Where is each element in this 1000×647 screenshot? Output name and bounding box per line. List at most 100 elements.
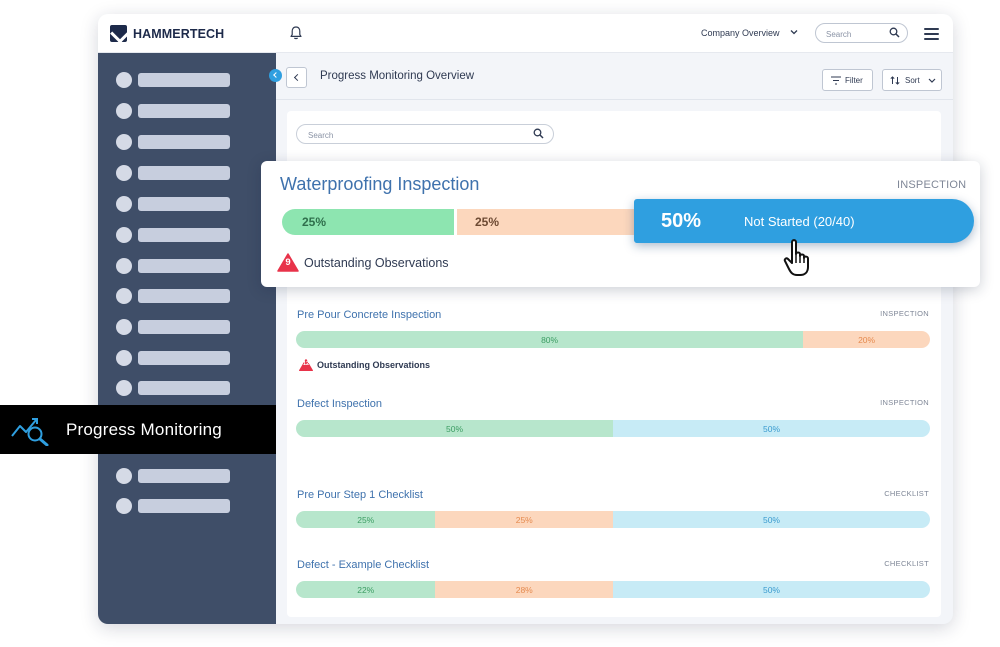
sidebar-item[interactable] <box>116 319 236 335</box>
progress-segment-complete[interactable]: 25% <box>282 209 454 235</box>
sidebar-item-label-placeholder <box>138 320 230 334</box>
sidebar-item[interactable] <box>116 380 236 396</box>
sidebar-item[interactable] <box>116 134 236 150</box>
filter-button[interactable]: Filter <box>822 69 873 91</box>
sidebar-item-icon <box>116 227 132 243</box>
progress-monitoring-icon <box>11 418 49 446</box>
menu-line <box>924 33 939 35</box>
sidebar-item-icon <box>116 72 132 88</box>
progress-monitoring-callout[interactable]: Progress Monitoring <box>0 405 276 454</box>
checklist-card[interactable]: Defect - Example Checklist CHECKLIST 22%… <box>287 549 941 609</box>
sidebar-item-label-placeholder <box>138 228 230 242</box>
progress-segment-complete[interactable]: 25% <box>296 511 436 528</box>
top-bar: HAMMERTECH Company Overview <box>98 14 953 53</box>
back-button[interactable] <box>286 67 307 88</box>
progress-segment-not-started-hover[interactable]: 50% Not Started (20/40) <box>634 199 974 243</box>
featured-inspection-card[interactable]: Waterproofing Inspection INSPECTION 25% … <box>261 161 980 287</box>
sidebar-item-label-placeholder <box>138 197 230 211</box>
top-search-box[interactable] <box>815 23 908 44</box>
filter-button-label: Filter <box>845 76 863 85</box>
progress-segment-in-progress[interactable]: 25% <box>435 511 613 528</box>
sidebar-item-label-placeholder <box>138 469 230 483</box>
sidebar-item-label-placeholder <box>138 381 230 395</box>
progress-monitoring-label: Progress Monitoring <box>66 420 222 439</box>
progress-segment-complete[interactable]: 80% <box>296 331 804 348</box>
progress-bar[interactable]: 22% 28% 50% <box>296 581 930 598</box>
featured-card-title[interactable]: Waterproofing Inspection <box>280 174 480 194</box>
hand-pointer-icon <box>783 239 809 276</box>
search-icon[interactable] <box>533 128 544 139</box>
progress-segment-in-progress[interactable]: 20% <box>803 331 930 348</box>
sidebar-item[interactable] <box>116 165 236 181</box>
sidebar-item-icon <box>116 196 132 212</box>
featured-card-type-label: INSPECTION <box>897 179 967 191</box>
sidebar-item-icon <box>116 498 132 514</box>
sidebar-item[interactable] <box>116 288 236 304</box>
sidebar-item[interactable] <box>116 258 236 274</box>
chevron-down-icon[interactable] <box>790 28 798 36</box>
filter-icon <box>831 76 841 85</box>
sidebar-item-label-placeholder <box>138 166 230 180</box>
list-search-input[interactable] <box>308 126 528 145</box>
progress-segment-not-started[interactable]: 50% <box>613 420 930 437</box>
sidebar-item[interactable] <box>116 468 236 484</box>
hamburger-menu-icon[interactable] <box>924 28 939 40</box>
sidebar-item[interactable] <box>116 72 236 88</box>
sort-button[interactable]: Sort <box>882 69 942 91</box>
menu-line <box>924 38 939 40</box>
brand-name: HAMMERTECH <box>133 26 225 41</box>
progress-segment-in-progress[interactable]: 25% <box>457 209 637 235</box>
outstanding-observations[interactable]: 12 Outstanding Observations <box>299 359 430 371</box>
progress-segment-not-started[interactable]: 50% <box>612 581 930 598</box>
sidebar-item[interactable] <box>116 498 236 514</box>
top-search-input[interactable] <box>826 25 892 44</box>
sidebar-item-icon <box>116 103 132 119</box>
sidebar-item-icon <box>116 468 132 484</box>
company-selector[interactable]: Company Overview <box>701 28 780 38</box>
card-title[interactable]: Pre Pour Concrete Inspection <box>297 309 442 321</box>
inspection-card[interactable]: Pre Pour Concrete Inspection INSPECTION … <box>287 299 941 381</box>
page-header: Progress Monitoring Overview Filter Sort <box>276 53 953 100</box>
hammertech-logo-icon <box>110 25 127 42</box>
progress-bar[interactable]: 50% 50% <box>296 420 930 437</box>
app-window: HAMMERTECH Company Overview <box>98 14 953 624</box>
sort-button-label: Sort <box>905 76 920 85</box>
progress-segment-not-started[interactable]: 50% <box>612 511 930 528</box>
warning-triangle-icon: 12 <box>299 359 313 371</box>
observation-label: Outstanding Observations <box>317 360 431 370</box>
sidebar-item-label-placeholder <box>138 289 230 303</box>
sidebar-item[interactable] <box>116 227 236 243</box>
sidebar-item[interactable] <box>116 103 236 119</box>
chevron-down-icon <box>928 78 936 83</box>
sort-icon <box>890 76 900 85</box>
card-type-label: INSPECTION <box>880 309 929 318</box>
list-search-box[interactable] <box>296 124 554 145</box>
card-title[interactable]: Defect Inspection <box>297 398 382 410</box>
hover-status-label: Not Started (20/40) <box>744 214 855 229</box>
sidebar <box>98 53 276 624</box>
sidebar-collapse-button[interactable] <box>269 69 282 82</box>
bell-icon[interactable] <box>288 25 304 41</box>
progress-segment-complete[interactable]: 50% <box>296 420 613 437</box>
progress-segment-in-progress[interactable]: 28% <box>435 581 613 598</box>
brand-logo[interactable]: HAMMERTECH <box>110 25 224 42</box>
card-type-label: INSPECTION <box>880 398 929 407</box>
observation-label: Outstanding Observations <box>304 255 449 270</box>
search-icon[interactable] <box>889 27 900 38</box>
sidebar-item-icon <box>116 319 132 335</box>
sidebar-item[interactable] <box>116 196 236 212</box>
progress-bar[interactable]: 80% 20% <box>296 331 930 348</box>
card-title[interactable]: Defect - Example Checklist <box>297 559 430 571</box>
progress-bar[interactable]: 25% 25% 50% <box>296 511 930 528</box>
sidebar-item-label-placeholder <box>138 351 230 365</box>
card-type-label: CHECKLIST <box>884 559 929 568</box>
sidebar-item-label-placeholder <box>138 73 230 87</box>
card-title[interactable]: Pre Pour Step 1 Checklist <box>297 489 423 501</box>
sidebar-item[interactable] <box>116 350 236 366</box>
outstanding-observations[interactable]: 9 Outstanding Observations <box>277 253 449 272</box>
progress-segment-complete[interactable]: 22% <box>296 581 436 598</box>
inspection-card[interactable]: Defect Inspection INSPECTION 50% 50% <box>287 390 941 468</box>
checklist-card[interactable]: Pre Pour Step 1 Checklist CHECKLIST 25% … <box>287 479 941 539</box>
observation-count: 9 <box>285 257 291 268</box>
